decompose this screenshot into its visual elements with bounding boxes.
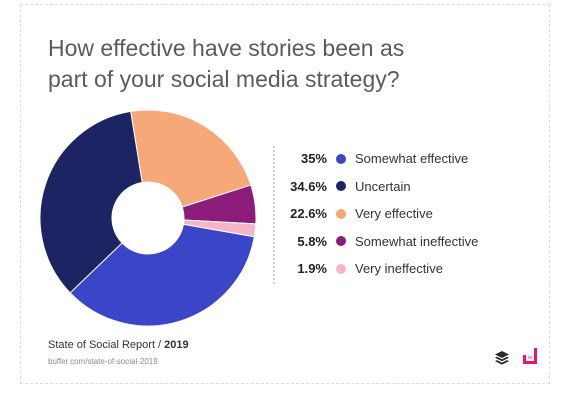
legend-value: 5.8% [297,233,327,249]
chart-card: How effective have stories been as part … [20,4,550,384]
legend-value: 22.6% [290,206,327,222]
legend-swatch [336,236,346,247]
pie-slice-very-ineffective [182,219,257,238]
legend-value: 35% [300,151,327,167]
pie-slice-uncertain [39,110,143,294]
footer-report-name: State of Social Report / [48,339,165,351]
legend-swatch [336,153,346,164]
legend-item-somewhat-effective: 35% Somewhat effective [273,145,543,173]
legend-divider [273,146,275,284]
chart-legend: 35% Somewhat effective 34.6% Uncertain 22.6%… [273,145,543,283]
legend-item-very-ineffective: 1.9% Very ineffective [273,255,543,283]
legend-swatch [336,263,346,274]
buffer-icon [495,351,509,365]
legend-swatch [336,181,346,192]
legend-item-somewhat-ineffective: 5.8% Somewhat ineffective [273,228,543,256]
legend-label: Uncertain [355,178,411,194]
footer-report-year: 2019 [164,339,189,351]
legend-value: 1.9% [297,261,327,277]
legend-label: Somewhat ineffective [355,233,479,249]
legend-label: Somewhat effective [355,151,469,167]
chart-title: How effective have stories been as part … [48,35,405,92]
pie-slice-somewhat-effective [69,223,255,327]
donut-chart [39,109,257,327]
legend-label: Very ineffective [355,261,443,277]
legend-label: Very effective [355,206,433,222]
legend-item-very-effective: 22.6% Very effective [273,200,543,228]
brand-logo-icon [523,348,537,364]
pie-slice-very-effective [130,109,252,208]
footer-report-title: State of Social Report / 2019 [48,339,189,351]
legend-value: 34.6% [290,178,327,194]
footer-url: buffer.com/state-of-social-2019 [48,357,158,366]
legend-item-uncertain: 34.6% Uncertain [273,173,543,201]
donut-chart-svg [39,109,257,327]
legend-swatch [336,208,346,219]
